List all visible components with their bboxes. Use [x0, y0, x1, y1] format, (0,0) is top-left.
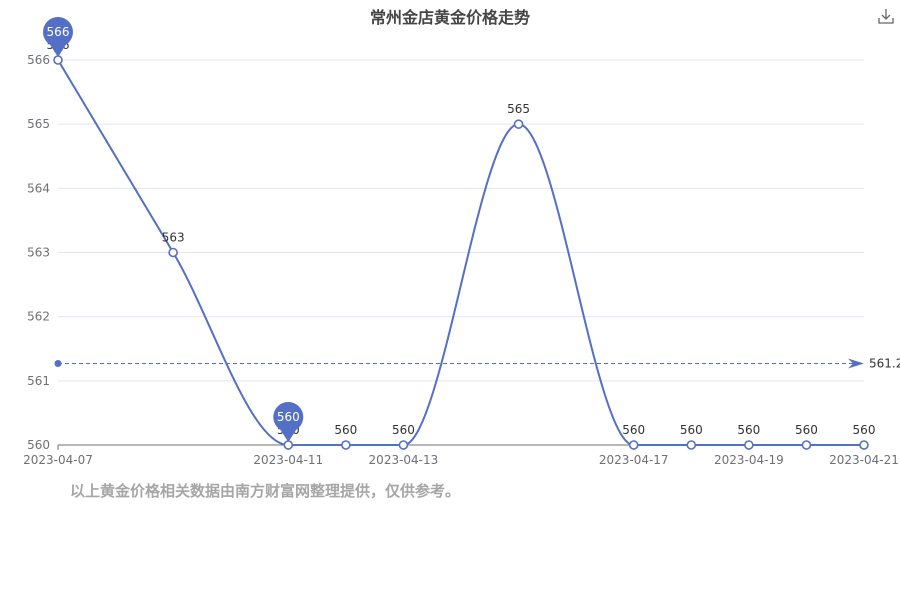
data-label: 560 — [795, 423, 818, 437]
y-tick-label: 563 — [27, 246, 50, 260]
data-point — [53, 55, 63, 65]
x-tick-label: 2023-04-07 — [23, 453, 93, 467]
data-point — [801, 440, 812, 450]
data-label: 560 — [622, 423, 645, 437]
data-label: 560 — [680, 423, 703, 437]
average-line-arrow — [848, 358, 864, 369]
data-point — [686, 440, 697, 450]
y-tick-label: 566 — [27, 53, 50, 67]
data-label: 565 — [507, 102, 530, 116]
chart-title: 常州金店黄金价格走势 — [369, 8, 530, 27]
y-tick-label: 564 — [27, 181, 50, 195]
y-tick-label: 565 — [27, 117, 50, 131]
y-tick-label: 560 — [27, 438, 50, 452]
data-point — [513, 119, 524, 129]
max-marker-label: 566 — [47, 25, 70, 39]
footnote: 以上黄金价格相关数据由南方财富网整理提供，仅供参考。 — [70, 482, 461, 500]
data-point — [628, 440, 639, 450]
data-point — [398, 440, 409, 450]
x-tick-label: 2023-04-11 — [253, 453, 323, 467]
data-point — [283, 440, 294, 450]
chart-area: 560 561 562 563 564 565 566 2023-04-07 2023-04-1… — [23, 17, 900, 467]
min-marker-bubble — [273, 402, 304, 432]
download-icon[interactable] — [876, 6, 896, 26]
x-tick-label: 2023-04-19 — [714, 453, 784, 467]
data-point — [744, 440, 754, 450]
x-tick-label: 2023-04-13 — [369, 453, 439, 467]
data-point — [341, 440, 351, 450]
data-label: 560 — [392, 423, 415, 437]
x-tick-label: 2023-04-21 — [829, 453, 899, 467]
data-point — [859, 440, 869, 450]
x-tick-label: 2023-04-17 — [599, 453, 669, 467]
max-marker-bubble — [43, 17, 73, 47]
data-label: 563 — [162, 231, 185, 245]
data-point — [168, 247, 178, 258]
y-tick-label: 561 — [27, 374, 50, 388]
y-tick-label: 562 — [27, 310, 50, 324]
data-label: 560 — [334, 423, 357, 437]
average-line-label: 561.2 — [869, 357, 900, 371]
data-label: 560 — [737, 423, 760, 437]
min-marker-label: 560 — [277, 410, 300, 424]
data-label: 560 — [853, 423, 876, 437]
price-line — [57, 59, 864, 446]
